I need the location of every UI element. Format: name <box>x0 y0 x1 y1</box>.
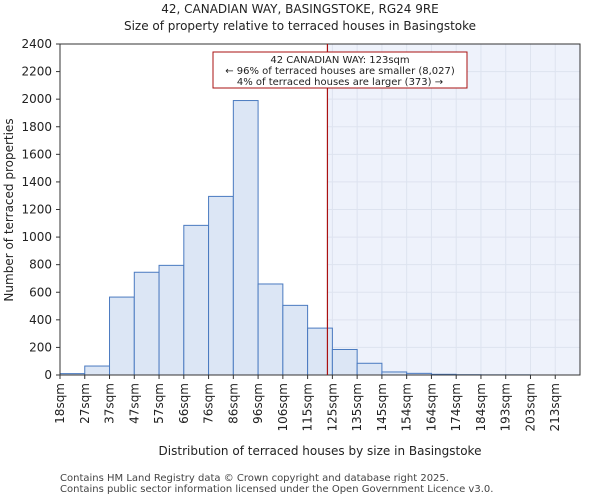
x-tick-label: 184sqm <box>474 383 488 431</box>
y-tick-label: 2000 <box>21 92 52 106</box>
histogram-bar <box>356 362 383 376</box>
annotation-line: ← 96% of terraced houses are smaller (8,… <box>225 66 455 77</box>
x-tick-label: 213sqm <box>548 383 562 431</box>
histogram-bar <box>109 296 135 376</box>
y-tick-label: 1000 <box>21 230 52 244</box>
histogram-bar <box>232 100 259 376</box>
y-tick-label: 2200 <box>21 65 52 79</box>
histogram-bar <box>183 224 210 376</box>
annotation-line: 4% of terraced houses are larger (373) → <box>237 77 443 88</box>
x-tick-label: 37sqm <box>103 383 117 424</box>
x-tick-label: 135sqm <box>350 383 364 431</box>
x-axis-label: Distribution of terraced houses by size … <box>158 444 482 458</box>
histogram-bar <box>158 264 185 376</box>
x-tick-label: 145sqm <box>375 383 389 431</box>
x-tick-label: 154sqm <box>400 383 414 431</box>
y-tick-label: 200 <box>29 340 52 354</box>
chart-subtitle: Size of property relative to terraced ho… <box>123 19 477 33</box>
x-tick-label: 164sqm <box>424 383 438 431</box>
x-tick-label: 47sqm <box>127 383 141 424</box>
x-tick-label: 18sqm <box>53 383 67 424</box>
histogram-bar <box>84 365 111 376</box>
x-tick-label: 174sqm <box>449 383 463 431</box>
y-tick-label: 1800 <box>21 120 52 134</box>
histogram-bar <box>257 283 284 376</box>
y-tick-label: 600 <box>29 285 52 299</box>
y-axis-label: Number of terraced properties <box>2 118 16 301</box>
x-tick-label: 57sqm <box>152 383 166 424</box>
y-tick-label: 800 <box>29 258 52 272</box>
x-tick-label: 76sqm <box>202 383 216 424</box>
histogram-bar <box>133 271 160 376</box>
annotation-box <box>212 51 468 89</box>
histogram-bar <box>331 348 358 376</box>
histogram-bar <box>282 304 309 376</box>
y-tick-label: 400 <box>29 313 52 327</box>
x-tick-label: 125sqm <box>325 383 339 431</box>
x-tick-label: 96sqm <box>251 383 265 424</box>
histogram-bar <box>307 327 333 376</box>
x-tick-label: 66sqm <box>177 383 191 424</box>
y-tick-label: 1200 <box>21 203 52 217</box>
y-tick-label: 0 <box>44 368 52 382</box>
x-tick-label: 193sqm <box>499 383 513 431</box>
x-tick-label: 86sqm <box>226 383 240 424</box>
x-tick-label: 27sqm <box>78 383 92 424</box>
histogram-bar <box>208 195 234 376</box>
x-tick-label: 203sqm <box>523 383 537 431</box>
chart-title: 42, CANADIAN WAY, BASINGSTOKE, RG24 9RE <box>161 2 439 16</box>
footer-copyright: Contains HM Land Registry data © Crown c… <box>60 473 449 484</box>
x-tick-label: 115sqm <box>301 383 315 431</box>
annotation-line: 42 CANADIAN WAY: 123sqm <box>270 55 409 66</box>
y-tick-label: 2400 <box>21 37 52 51</box>
y-tick-label: 1600 <box>21 147 52 161</box>
y-tick-label: 1400 <box>21 175 52 189</box>
x-tick-label: 106sqm <box>276 383 290 431</box>
footer-licence: Contains public sector information licen… <box>60 484 494 495</box>
